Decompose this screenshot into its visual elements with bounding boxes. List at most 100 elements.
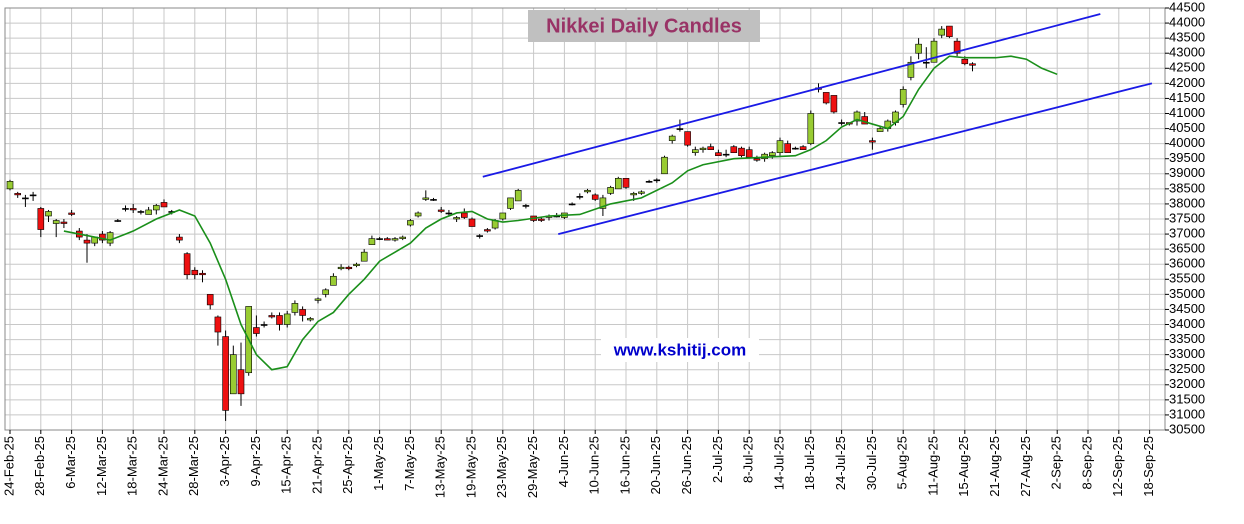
x-tick-label: 4-Jun-25 — [556, 436, 571, 487]
candle-body — [584, 190, 591, 193]
candle-body — [869, 140, 876, 143]
candle-body — [923, 61, 930, 64]
candle-body — [514, 190, 522, 202]
candle-body — [14, 193, 22, 196]
candle-body — [353, 263, 360, 267]
candle-body — [29, 194, 37, 197]
y-tick-label: 30500 — [1169, 421, 1205, 436]
candle-body — [37, 208, 45, 230]
x-tick-label: 11-Aug-25 — [925, 436, 940, 496]
candle-body — [853, 111, 861, 122]
candle-body — [114, 220, 122, 222]
x-tick-label: 5-Aug-25 — [895, 436, 910, 489]
x-tick-label: 28-Feb-25 — [32, 436, 47, 496]
candle-body — [792, 147, 799, 150]
chart-title: Nikkei Daily Candles — [546, 15, 742, 37]
candle-body — [384, 238, 391, 241]
candle-body — [199, 272, 206, 276]
y-tick-label: 39500 — [1169, 150, 1205, 165]
candle-body — [391, 238, 399, 241]
x-tick-label: 29-May-25 — [525, 436, 540, 498]
candle-body — [430, 199, 437, 201]
y-tick-label: 32000 — [1169, 376, 1205, 391]
candle-body — [753, 158, 761, 161]
x-tick-label: 18-Mar-25 — [125, 436, 140, 496]
x-tick-label: 20-Jun-25 — [648, 436, 663, 495]
candle-body — [676, 128, 684, 130]
candle-body — [822, 92, 830, 104]
candle-body — [445, 212, 453, 215]
candle-body — [299, 309, 306, 316]
candle-body — [345, 266, 353, 270]
y-tick-label: 37500 — [1169, 210, 1205, 225]
candle-body — [153, 205, 160, 211]
candle-body — [907, 61, 915, 78]
candle-body — [499, 212, 507, 220]
candle-body — [437, 209, 445, 212]
candle-body — [453, 217, 460, 220]
y-tick-label: 44000 — [1169, 15, 1205, 30]
moving-average-line — [63, 55, 1058, 371]
x-tick-label: 15-Aug-25 — [956, 436, 971, 497]
x-tick-label: 8-Jul-25 — [741, 436, 756, 483]
x-tick-label: 24-Jul-25 — [833, 436, 848, 490]
candle-body — [106, 232, 114, 244]
candle-body — [946, 25, 953, 37]
candle-body — [738, 147, 745, 157]
y-tick-label: 43500 — [1169, 30, 1205, 45]
candle-body — [538, 218, 545, 221]
y-tick-label: 31500 — [1169, 391, 1205, 406]
candle-body — [699, 147, 707, 150]
y-tick-label: 42000 — [1169, 75, 1205, 90]
x-tick-label: 23-May-25 — [494, 436, 509, 498]
trend-line — [558, 82, 1153, 235]
x-tick-label: 18-Jul-25 — [802, 436, 817, 490]
x-tick-label: 15-Apr-25 — [279, 436, 294, 494]
candle-body — [368, 238, 376, 245]
candle-body — [68, 212, 75, 215]
candle-body — [307, 318, 314, 321]
candle-body — [591, 194, 599, 200]
candle-body — [961, 58, 969, 65]
candle-body — [484, 229, 491, 232]
x-tick-label: 7-May-25 — [402, 436, 417, 491]
x-tick-label: 19-May-25 — [463, 436, 478, 498]
candle-body — [615, 178, 622, 190]
candle-body — [468, 218, 476, 227]
candle-body — [268, 315, 276, 318]
x-tick-label: 1-May-25 — [371, 436, 386, 491]
candle-body — [330, 275, 337, 286]
candle-body — [568, 203, 576, 206]
candle-body — [283, 313, 291, 325]
x-tick-label: 18-Sep-25 — [1141, 436, 1156, 497]
y-tick-label: 41000 — [1169, 105, 1205, 120]
candle-body — [507, 197, 514, 209]
candle-body — [237, 369, 245, 395]
candle-body — [99, 233, 106, 241]
candle-body — [722, 153, 730, 156]
x-tick-label: 2-Jul-25 — [710, 436, 725, 483]
candle-body — [653, 179, 661, 182]
candle-body — [314, 298, 322, 301]
candle-body — [745, 149, 753, 158]
candle-body — [645, 181, 653, 183]
y-tick-label: 39000 — [1169, 165, 1205, 180]
candle-body — [692, 149, 699, 153]
candle-body — [799, 146, 807, 150]
x-tick-label: 13-May-25 — [433, 436, 448, 498]
candle-body — [253, 327, 260, 334]
candle-body — [715, 152, 722, 157]
candle-body — [638, 191, 645, 194]
candle-body — [630, 193, 638, 196]
candle-body — [276, 315, 283, 325]
x-tick-label: 24-Mar-25 — [155, 436, 170, 496]
candle-body — [830, 95, 838, 113]
candle-body — [461, 212, 468, 218]
candle-body — [360, 251, 368, 262]
y-tick-label: 36500 — [1169, 241, 1205, 256]
candle-body — [776, 140, 784, 153]
x-tick-label: 21-Aug-25 — [987, 436, 1002, 497]
grid — [5, 7, 1165, 431]
y-tick-label: 42500 — [1169, 60, 1205, 75]
candle-body — [176, 236, 183, 241]
